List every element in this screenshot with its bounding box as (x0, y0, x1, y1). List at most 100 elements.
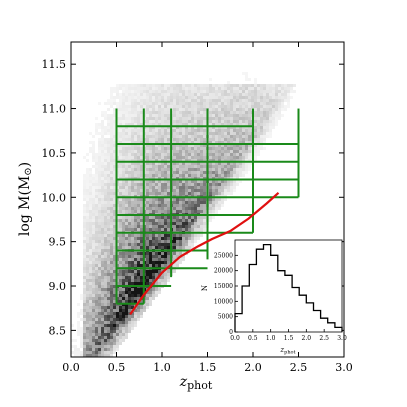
density-cell (122, 93, 125, 96)
density-cell (110, 201, 113, 204)
density-cell (98, 162, 101, 165)
density-cell (137, 261, 140, 264)
density-cell (146, 126, 149, 129)
density-cell (236, 165, 239, 168)
density-cell (266, 93, 269, 96)
density-cell (254, 123, 257, 126)
density-cell (224, 183, 227, 186)
density-cell (131, 117, 134, 120)
density-cell (116, 93, 119, 96)
density-cell (113, 225, 116, 228)
density-cell (155, 261, 158, 264)
density-cell (272, 84, 275, 87)
density-cell (224, 129, 227, 132)
density-cell (182, 234, 185, 237)
density-cell (128, 261, 131, 264)
density-cell (125, 300, 128, 303)
density-cell (167, 129, 170, 132)
density-cell (212, 207, 215, 210)
density-cell (104, 324, 107, 327)
density-cell (137, 198, 140, 201)
density-cell (140, 234, 143, 237)
density-cell (86, 315, 89, 318)
density-cell (101, 126, 104, 129)
density-cell (158, 93, 161, 96)
density-cell (209, 105, 212, 108)
density-cell (149, 156, 152, 159)
density-cell (200, 177, 203, 180)
density-cell (206, 93, 209, 96)
density-cell (149, 180, 152, 183)
density-cell (221, 144, 224, 147)
density-cell (128, 222, 131, 225)
density-cell (212, 204, 215, 207)
density-cell (125, 180, 128, 183)
density-cell (89, 168, 92, 171)
density-cell (107, 318, 110, 321)
density-cell (98, 102, 101, 105)
density-cell (269, 108, 272, 111)
density-cell (191, 129, 194, 132)
density-cell (110, 312, 113, 315)
density-cell (194, 222, 197, 225)
density-cell (146, 96, 149, 99)
density-cell (158, 141, 161, 144)
density-cell (83, 276, 86, 279)
density-cell (188, 237, 191, 240)
density-cell (107, 345, 110, 348)
density-cell (116, 96, 119, 99)
density-cell (236, 129, 239, 132)
density-cell (188, 105, 191, 108)
density-cell (188, 96, 191, 99)
density-cell (110, 345, 113, 348)
density-cell (263, 108, 266, 111)
density-cell (113, 99, 116, 102)
density-cell (86, 180, 89, 183)
x-tick-label: 1.0 (153, 361, 171, 374)
density-cell (161, 96, 164, 99)
density-cell (182, 240, 185, 243)
density-cell (158, 147, 161, 150)
density-cell (134, 300, 137, 303)
density-cell (161, 234, 164, 237)
density-cell (113, 120, 116, 123)
density-cell (254, 114, 257, 117)
density-cell (212, 105, 215, 108)
density-cell (113, 318, 116, 321)
density-cell (263, 111, 266, 114)
density-cell (131, 306, 134, 309)
density-cell (197, 225, 200, 228)
density-cell (113, 294, 116, 297)
density-cell (260, 102, 263, 105)
density-cell (158, 96, 161, 99)
density-cell (113, 126, 116, 129)
density-cell (125, 207, 128, 210)
density-cell (176, 90, 179, 93)
density-cell (224, 138, 227, 141)
density-cell (224, 90, 227, 93)
density-cell (134, 228, 137, 231)
density-cell (125, 87, 128, 90)
density-cell (125, 243, 128, 246)
density-cell (161, 150, 164, 153)
density-cell (122, 114, 125, 117)
density-cell (110, 297, 113, 300)
density-cell (107, 99, 110, 102)
density-cell (98, 204, 101, 207)
density-cell (242, 156, 245, 159)
density-cell (212, 120, 215, 123)
density-cell (281, 105, 284, 108)
density-cell (101, 264, 104, 267)
density-cell (134, 183, 137, 186)
density-cell (203, 138, 206, 141)
density-cell (128, 237, 131, 240)
density-cell (137, 246, 140, 249)
density-cell (218, 186, 221, 189)
density-cell (122, 147, 125, 150)
density-cell (140, 201, 143, 204)
density-cell (131, 84, 134, 87)
density-cell (263, 126, 266, 129)
density-cell (230, 180, 233, 183)
density-cell (158, 270, 161, 273)
density-cell (161, 159, 164, 162)
